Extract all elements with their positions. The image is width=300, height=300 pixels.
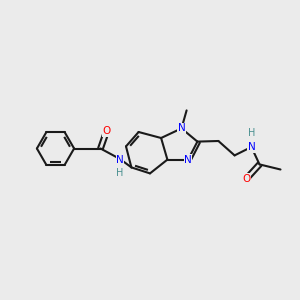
Text: O: O (242, 173, 251, 184)
Text: N: N (116, 154, 124, 165)
Text: N: N (178, 123, 185, 134)
Text: N: N (248, 142, 255, 152)
Text: N: N (184, 154, 192, 165)
Text: H: H (116, 168, 124, 178)
Text: O: O (102, 126, 111, 136)
Text: H: H (248, 128, 255, 138)
